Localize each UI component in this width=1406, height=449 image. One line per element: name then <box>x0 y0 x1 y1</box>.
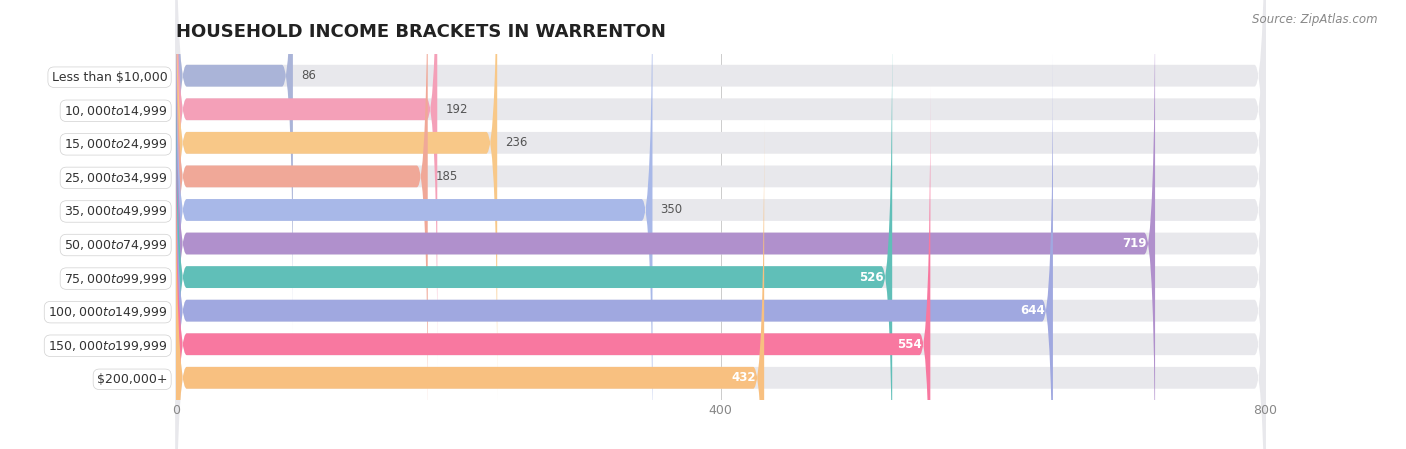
FancyBboxPatch shape <box>176 0 1265 401</box>
FancyBboxPatch shape <box>176 0 1265 367</box>
FancyBboxPatch shape <box>176 0 437 367</box>
FancyBboxPatch shape <box>176 120 765 449</box>
Text: 185: 185 <box>436 170 458 183</box>
Text: HOUSEHOLD INCOME BRACKETS IN WARRENTON: HOUSEHOLD INCOME BRACKETS IN WARRENTON <box>176 23 665 41</box>
Text: 236: 236 <box>505 136 527 150</box>
FancyBboxPatch shape <box>176 0 292 333</box>
FancyBboxPatch shape <box>176 0 652 449</box>
FancyBboxPatch shape <box>176 53 1265 449</box>
FancyBboxPatch shape <box>176 19 1265 449</box>
Text: 192: 192 <box>446 103 468 116</box>
FancyBboxPatch shape <box>176 53 1053 449</box>
Text: 719: 719 <box>1122 237 1147 250</box>
FancyBboxPatch shape <box>176 0 1156 449</box>
Text: Source: ZipAtlas.com: Source: ZipAtlas.com <box>1253 13 1378 26</box>
FancyBboxPatch shape <box>176 0 1265 333</box>
Text: 86: 86 <box>301 69 316 82</box>
FancyBboxPatch shape <box>176 120 1265 449</box>
FancyBboxPatch shape <box>176 0 1265 449</box>
FancyBboxPatch shape <box>176 0 1265 449</box>
FancyBboxPatch shape <box>176 0 498 401</box>
FancyBboxPatch shape <box>176 0 1265 434</box>
FancyBboxPatch shape <box>176 87 931 449</box>
Text: 554: 554 <box>897 338 922 351</box>
Text: 350: 350 <box>661 203 683 216</box>
FancyBboxPatch shape <box>176 0 427 434</box>
Text: 644: 644 <box>1019 304 1045 317</box>
FancyBboxPatch shape <box>176 87 1265 449</box>
Text: 526: 526 <box>859 271 884 284</box>
Text: 432: 432 <box>731 371 756 384</box>
FancyBboxPatch shape <box>176 19 893 449</box>
